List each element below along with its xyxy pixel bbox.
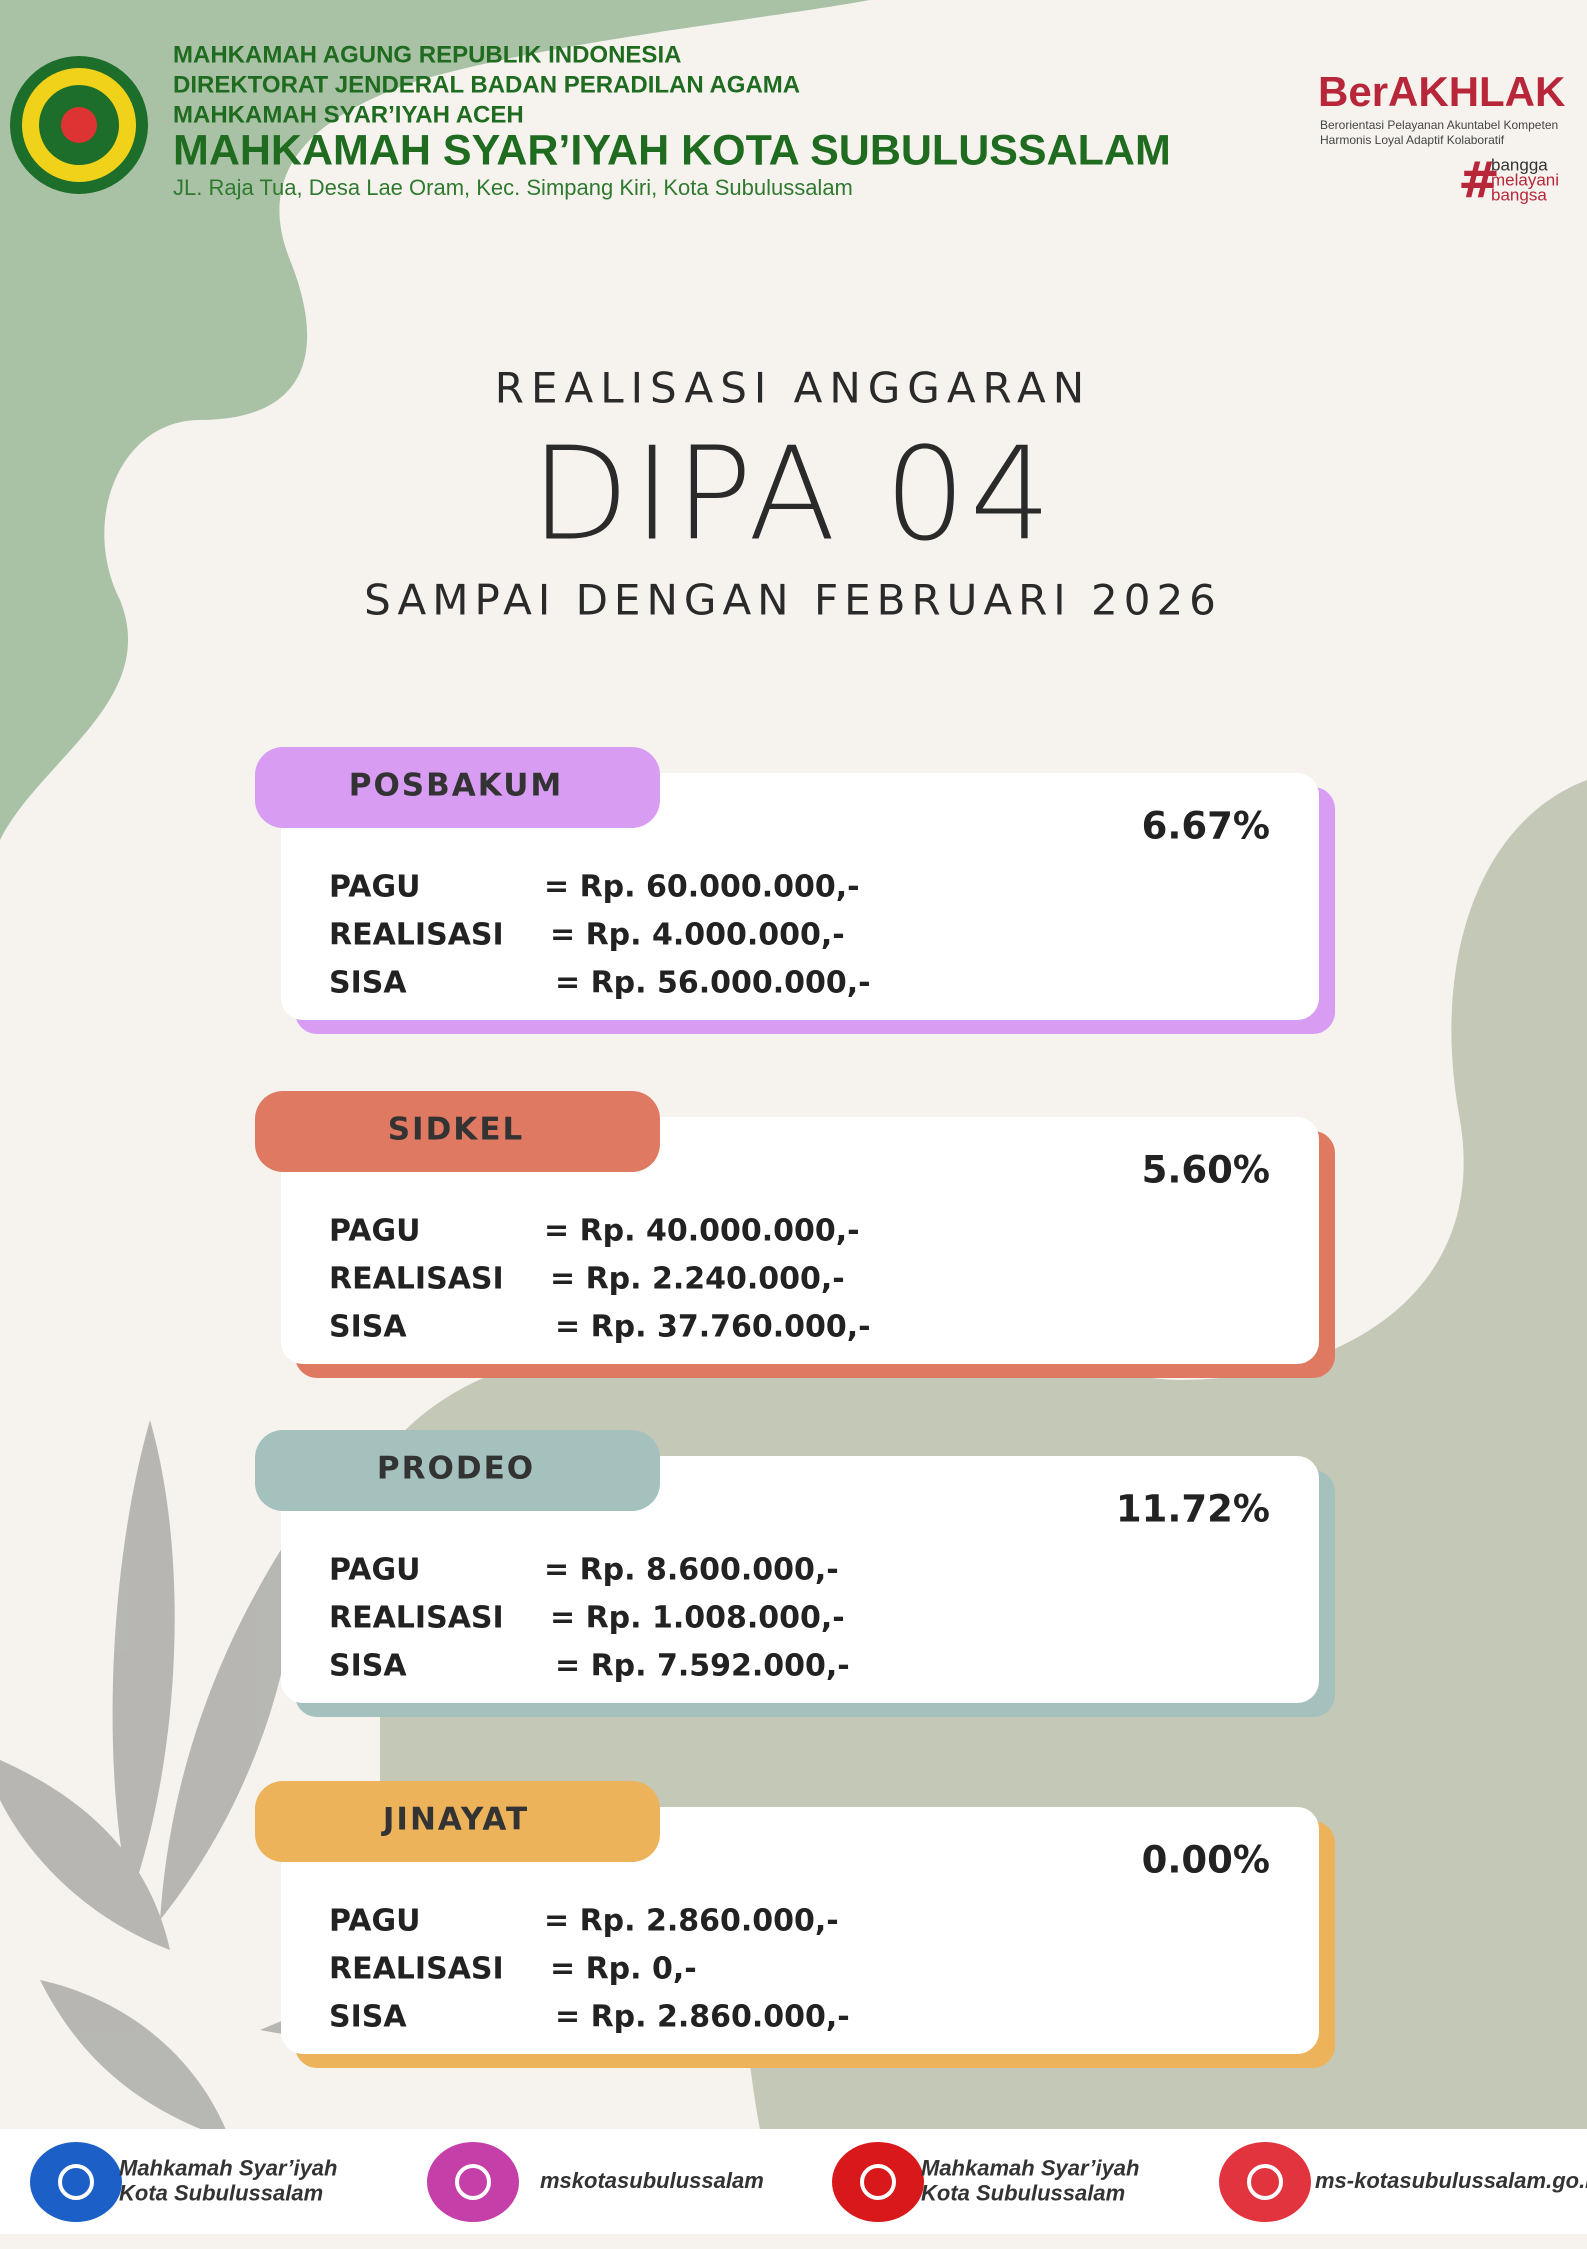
row-label: PAGU: [329, 1553, 420, 1588]
card: [281, 1117, 1319, 1364]
period: SAMPAI DENGAN FEBRUARI 2026: [364, 576, 1222, 625]
address: JL. Raja Tua, Desa Lae Oram, Kec. Simpan…: [173, 175, 853, 200]
row-value: = Rp. 2.860.000,-: [555, 2000, 850, 2035]
slogan: bangga: [1491, 155, 1548, 174]
footer-icon-inner: [455, 2164, 491, 2200]
brand-name: BerAKHLAK: [1318, 68, 1565, 115]
main-title: DIPA 04: [531, 420, 1055, 569]
footer-icon: [30, 2142, 122, 2222]
card-tag: [255, 1091, 660, 1172]
row-label: PAGU: [329, 870, 420, 905]
hash-icon: #: [1458, 152, 1500, 210]
footer-icon-inner: [58, 2164, 94, 2200]
row-value: = Rp. 2.860.000,-: [544, 1904, 839, 1939]
row-label: REALISASI: [329, 1262, 504, 1297]
footer-text: Kota Subulussalam: [921, 2180, 1125, 2205]
header-line: DIREKTORAT JENDERAL BADAN PERADILAN AGAM…: [173, 71, 800, 98]
cards: POSBAKUM 6.67% PAGU = Rp. 60.000.000,- REALI…: [255, 747, 1335, 2068]
row-value: = Rp. 2.240.000,-: [550, 1262, 845, 1297]
header-line: MAHKAMAH SYAR’IYAH ACEH: [173, 101, 524, 128]
card-percent: 11.72%: [1116, 1488, 1270, 1531]
card-name: PRODEO: [377, 1451, 535, 1487]
row-value: = Rp. 60.000.000,-: [544, 870, 860, 905]
row-value: = Rp. 4.000.000,-: [550, 918, 845, 953]
card-name: JINAYAT: [381, 1802, 529, 1838]
row-label: PAGU: [329, 1904, 420, 1939]
footer-text: Mahkamah Syar’iyah: [921, 2155, 1139, 2180]
row-value: = Rp. 8.600.000,-: [544, 1553, 839, 1588]
footer-text: Mahkamah Syar’iyah: [119, 2155, 337, 2180]
card-percent: 5.60%: [1142, 1149, 1270, 1192]
brand-tagline: Harmonis Loyal Adaptif Kolaboratif: [1320, 133, 1505, 147]
row-label: PAGU: [329, 1214, 420, 1249]
header-line: MAHKAMAH AGUNG REPUBLIK INDONESIA: [173, 41, 681, 68]
row-value: = Rp. 40.000.000,-: [544, 1214, 860, 1249]
row-label: SISA: [329, 1310, 407, 1345]
row-label: REALISASI: [329, 1601, 504, 1636]
slogan: melayani: [1491, 170, 1559, 189]
row-value: = Rp. 0,-: [550, 1952, 697, 1987]
card: [281, 773, 1319, 1020]
row-value: = Rp. 1.008.000,-: [550, 1601, 845, 1636]
row-label: REALISASI: [329, 1952, 504, 1987]
footer-text: Kota Subulussalam: [119, 2180, 323, 2205]
row-label: SISA: [329, 1649, 407, 1684]
footer-icon: [832, 2142, 924, 2222]
card-tag: [255, 747, 660, 828]
footer-icon-inner: [1247, 2164, 1283, 2200]
row-label: SISA: [329, 966, 407, 1001]
card-percent: 6.67%: [1142, 805, 1270, 848]
row-value: = Rp. 7.592.000,-: [555, 1649, 850, 1684]
card-name: POSBAKUM: [349, 768, 564, 804]
footer-text: mskotasubulussalam: [540, 2168, 764, 2193]
footer-icon-inner: [860, 2164, 896, 2200]
footer-icon: [1219, 2142, 1311, 2222]
card-tag: [255, 1430, 660, 1511]
card-tag: [255, 1781, 660, 1862]
row-value: = Rp. 56.000.000,-: [555, 966, 871, 1001]
card: [281, 1456, 1319, 1703]
court-name: MAHKAMAH SYAR’IYAH KOTA SUBULUSSALAM: [173, 126, 1171, 174]
row-label: SISA: [329, 2000, 407, 2035]
leaf-decoration: [0, 1420, 720, 2140]
card-name: SIDKEL: [388, 1112, 525, 1148]
court-logo: [10, 56, 148, 194]
kicker: REALISASI ANGGARAN: [495, 364, 1091, 413]
row-value: = Rp. 37.760.000,-: [555, 1310, 871, 1345]
brand-tagline: Berorientasi Pelayanan Akuntabel Kompete…: [1320, 118, 1558, 132]
slogan: bangsa: [1491, 185, 1547, 204]
card: [281, 1807, 1319, 2054]
footer-icon: [427, 2142, 519, 2222]
card-percent: 0.00%: [1142, 1839, 1270, 1882]
footer-band: [0, 2129, 1587, 2234]
row-label: REALISASI: [329, 918, 504, 953]
bg-blob-green: [0, 0, 870, 840]
footer-text: ms-kotasubulussalam.go.id: [1315, 2168, 1587, 2193]
